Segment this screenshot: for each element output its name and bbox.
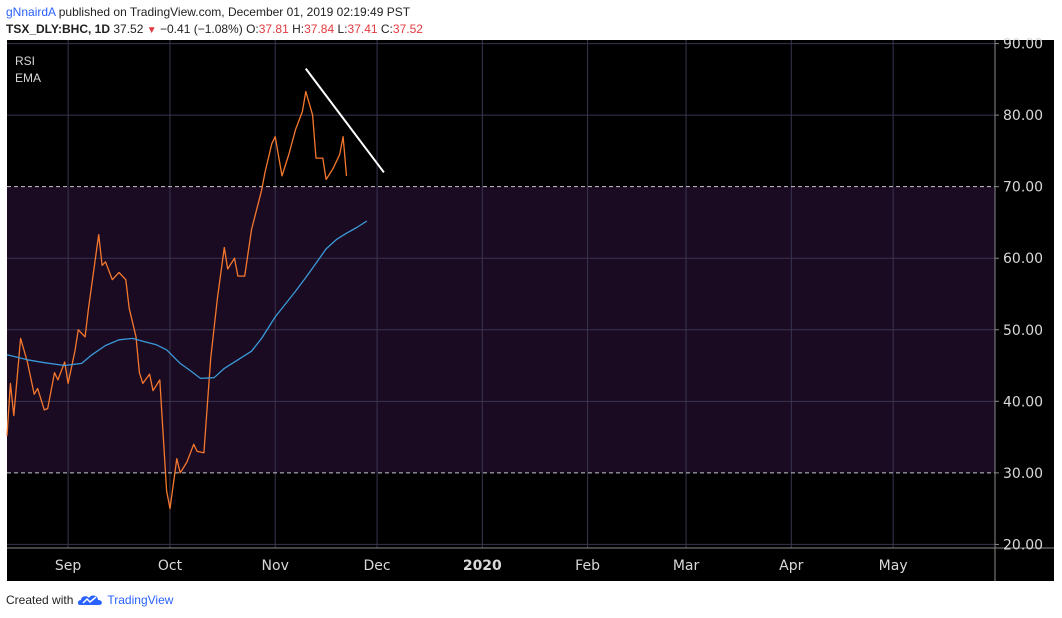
price-change: −0.41 (−1.08%)	[160, 22, 243, 36]
symbol-info-bar: TSX_DLY:BHC, 1D 37.52 ▼ −0.41 (−1.08%) O…	[6, 22, 423, 36]
tradingview-brand-link[interactable]: TradingView	[107, 593, 174, 607]
ema-series-line	[6, 220, 368, 380]
last-price: 37.52	[113, 22, 144, 36]
x-tick-label: Mar	[673, 558, 700, 574]
y-tick-label: 30.00	[1003, 466, 1043, 482]
x-tick-label: Sep	[55, 558, 82, 574]
publisher-name[interactable]: gNnairdA	[6, 5, 56, 19]
x-tick-label: Nov	[262, 558, 289, 574]
x-tick-label: Oct	[158, 558, 183, 574]
x-tick-label: Dec	[364, 558, 391, 574]
x-tick-label: Apr	[779, 558, 803, 574]
close-label: C:	[380, 22, 393, 36]
close-value: 37.52	[392, 22, 423, 36]
x-tick-label: 2020	[463, 558, 502, 574]
y-tick-label: 60.00	[1003, 251, 1043, 267]
low-label: L:	[337, 22, 348, 36]
trendline-annotation	[304, 68, 385, 173]
publish-info: gNnairdA published on TradingView.com, D…	[6, 5, 410, 19]
published-text: published on TradingView.com, December 0…	[58, 5, 411, 19]
down-arrow-icon: ▼	[146, 25, 157, 36]
footer: Created with TradingView	[6, 593, 173, 607]
high-label: H:	[292, 22, 305, 36]
tradingview-cloud-icon[interactable]	[77, 593, 103, 607]
y-tick-label: 20.00	[1003, 537, 1043, 553]
rsi-series-line	[6, 90, 348, 510]
open-value: 37.81	[258, 22, 289, 36]
symbol-label: TSX_DLY:BHC, 1D	[6, 22, 111, 36]
x-tick-label: Feb	[575, 558, 600, 574]
x-tick-label: May	[879, 558, 908, 574]
legend-entry: RSI	[15, 54, 35, 68]
y-tick-label: 90.00	[1003, 37, 1043, 53]
high-value: 37.84	[304, 22, 335, 36]
y-tick-label: 80.00	[1003, 108, 1043, 124]
y-tick-label: 70.00	[1003, 180, 1043, 196]
low-value: 37.41	[347, 22, 378, 36]
created-with-text: Created with	[6, 593, 74, 607]
y-tick-label: 40.00	[1003, 394, 1043, 410]
open-label: O:	[246, 22, 259, 36]
legend-entry: EMA	[15, 71, 41, 85]
y-tick-label: 50.00	[1003, 323, 1043, 339]
